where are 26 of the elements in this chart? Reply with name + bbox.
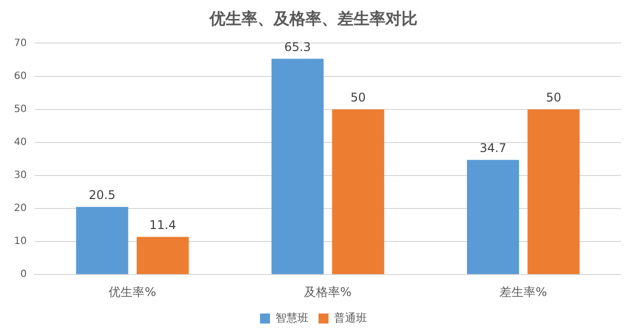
y-tick-label: 0 [20, 269, 27, 280]
y-tick-label: 70 [14, 38, 27, 49]
y-tick-label: 60 [14, 70, 27, 82]
bar [332, 109, 384, 274]
data-label: 34.7 [480, 141, 506, 156]
x-tick-label: 及格率% [304, 284, 352, 299]
y-tick-label: 50 [14, 104, 27, 115]
data-label: 20.5 [88, 188, 116, 202]
bar [528, 109, 580, 274]
y-tick-label: 10 [14, 236, 27, 248]
bar [136, 236, 189, 274]
data-label: 50 [546, 90, 562, 104]
bar [272, 58, 324, 274]
x-tick-label: 优生率% [108, 284, 156, 299]
legend-label: 普通班 [334, 311, 367, 324]
x-tick-label: 差生率% [500, 284, 547, 299]
y-tick-label: 40 [14, 136, 27, 148]
y-tick-label: 20 [14, 203, 27, 214]
legend-label: 智慧班 [276, 311, 308, 324]
data-label: 11.4 [149, 218, 176, 232]
chart-title: 优生率、及格率、差生率对比 [208, 8, 418, 28]
bar [76, 206, 128, 274]
y-tick-label: 30 [14, 170, 27, 182]
data-label: 65.3 [284, 40, 311, 54]
bar [466, 160, 520, 274]
data-label: 50 [350, 90, 366, 104]
